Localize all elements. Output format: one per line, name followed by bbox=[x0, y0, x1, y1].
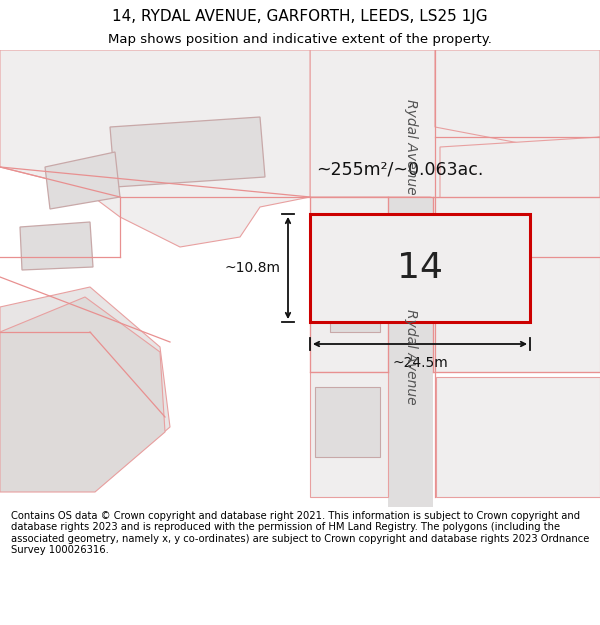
Polygon shape bbox=[0, 287, 170, 487]
Ellipse shape bbox=[388, 45, 433, 75]
Bar bbox=[388, 50, 433, 507]
Polygon shape bbox=[0, 50, 310, 247]
Text: Contains OS data © Crown copyright and database right 2021. This information is : Contains OS data © Crown copyright and d… bbox=[11, 511, 589, 556]
Polygon shape bbox=[433, 197, 600, 372]
Polygon shape bbox=[436, 377, 600, 497]
Bar bbox=[310, 214, 530, 322]
Text: ~10.8m: ~10.8m bbox=[224, 261, 280, 275]
Text: Map shows position and indicative extent of the property.: Map shows position and indicative extent… bbox=[108, 32, 492, 46]
Bar bbox=[315, 387, 380, 457]
Polygon shape bbox=[440, 137, 600, 267]
Text: ~255m²/~0.063ac.: ~255m²/~0.063ac. bbox=[316, 160, 484, 178]
Polygon shape bbox=[435, 50, 600, 147]
Polygon shape bbox=[310, 197, 388, 372]
Text: 14, RYDAL AVENUE, GARFORTH, LEEDS, LS25 1JG: 14, RYDAL AVENUE, GARFORTH, LEEDS, LS25 … bbox=[112, 9, 488, 24]
Polygon shape bbox=[0, 297, 165, 492]
Text: Rydal Avenue: Rydal Avenue bbox=[404, 99, 418, 195]
Polygon shape bbox=[20, 222, 93, 270]
Polygon shape bbox=[310, 372, 388, 497]
Text: ~24.5m: ~24.5m bbox=[392, 356, 448, 370]
Polygon shape bbox=[45, 152, 120, 209]
Polygon shape bbox=[436, 267, 600, 362]
Bar bbox=[330, 282, 380, 332]
Text: Rydal Avenue: Rydal Avenue bbox=[404, 309, 418, 405]
Polygon shape bbox=[110, 117, 265, 187]
Polygon shape bbox=[310, 50, 600, 212]
Text: 14: 14 bbox=[397, 251, 443, 285]
